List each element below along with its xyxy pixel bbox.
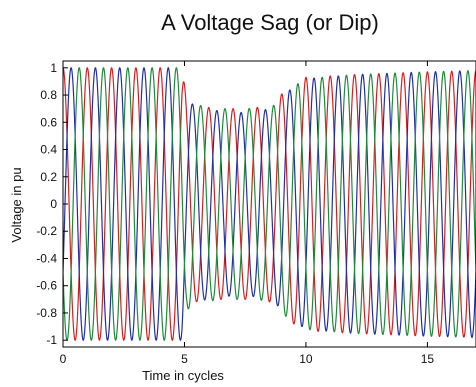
x-tick-label: 5 xyxy=(181,352,188,366)
y-tick-label: 1 xyxy=(50,61,57,75)
series-line-3 xyxy=(63,67,476,341)
x-axis-label: Time in cycles xyxy=(142,368,224,383)
y-tick-label: 0.6 xyxy=(40,115,57,129)
x-axis: 0 5 10 15 xyxy=(60,61,435,366)
y-tick-label: -0.2 xyxy=(36,224,57,238)
plot-area xyxy=(62,60,476,348)
y-axis: 1 0.8 0.6 0.4 0.2 0 -0.2 -0.4 -0.6 -0.8 -1 xyxy=(36,61,68,347)
chart-title: A Voltage Sag (or Dip) xyxy=(161,10,379,35)
x-tick-label: 10 xyxy=(299,352,313,366)
y-tick-label: -0.8 xyxy=(36,306,57,320)
y-tick-label: 0.2 xyxy=(40,170,57,184)
y-tick-label: 0.4 xyxy=(40,143,57,157)
y-tick-label: -1 xyxy=(46,333,57,347)
x-tick-label: 15 xyxy=(421,352,435,366)
series-group xyxy=(63,67,476,341)
y-axis-label: Voltage in pu xyxy=(9,167,24,242)
y-tick-label: 0 xyxy=(50,197,57,211)
y-tick-label: 0.8 xyxy=(40,88,57,102)
y-tick-label: -0.4 xyxy=(36,251,57,265)
x-tick-label: 0 xyxy=(60,352,67,366)
y-tick-label: -0.6 xyxy=(36,279,57,293)
